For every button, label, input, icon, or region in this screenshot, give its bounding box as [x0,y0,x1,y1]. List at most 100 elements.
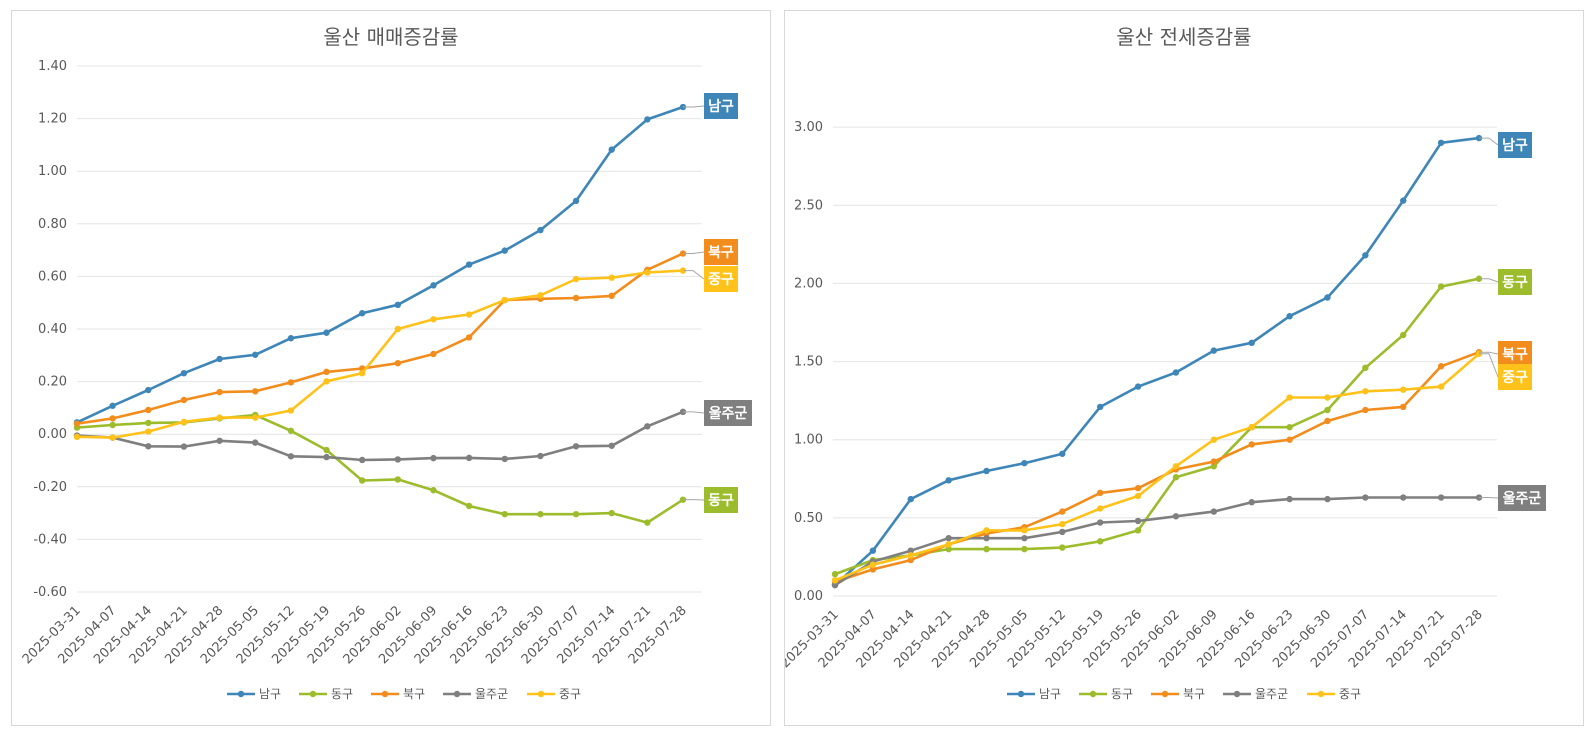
series-point-4 [1059,520,1066,528]
y-tick-label: -0.60 [33,585,67,600]
legend-label: 중구 [559,687,581,701]
series-point-3 [644,423,651,430]
series-point-4 [907,552,914,559]
series-point-0 [323,329,330,336]
y-tick-label: 3.00 [794,120,823,135]
series-point-1 [1437,283,1445,290]
series-point-3 [323,453,330,461]
chart-title: 울산 매매증감률 [323,25,458,49]
series-point-0 [572,197,580,205]
callout-leader [683,270,705,280]
callout-box [704,93,738,119]
series-point-0 [252,351,259,358]
series-point-0 [983,467,990,475]
legend-marker [1017,690,1025,698]
series-point-3 [252,439,259,446]
callout-leader [683,411,705,414]
series-point-2 [252,388,259,395]
series-point-3 [430,454,437,462]
callout-label: 동구 [708,493,734,509]
series-point-3 [537,452,544,460]
series-point-2 [869,566,877,573]
series-point-3 [1210,508,1218,515]
series-point-3 [907,547,914,554]
series-point-1 [501,510,508,518]
series-point-0 [358,310,366,317]
series-point-4 [216,414,223,421]
callout-box [1498,132,1532,158]
series-point-0 [1400,197,1407,204]
series-point-1 [394,476,402,483]
callout-leader [1479,278,1499,283]
series-point-0 [145,386,152,394]
series-point-3 [180,443,188,450]
series-point-4 [1134,492,1142,500]
sales-rate-chart-panel: 울산 매매증감률 -0.60 -0.40 -0.20 0.00 0.20 0.40 0.60 0… [11,10,771,726]
series-point-1 [430,487,437,494]
y-tick-label: 0.20 [38,375,67,390]
series-point-4 [287,407,295,414]
series-point-1 [644,519,651,526]
legend-label: 남구 [259,687,281,701]
series-point-1 [831,570,839,578]
legend-label: 북구 [403,687,425,701]
series-point-4 [1400,386,1407,393]
series-point-2 [1286,436,1293,443]
series-line-1 [834,277,1480,576]
series-point-1 [1324,406,1331,414]
series-point-2 [1096,489,1104,497]
series-point-3 [983,534,990,542]
series-point-0 [537,226,544,234]
callout-label: 북구 [708,245,734,261]
series-point-3 [608,442,615,449]
legend-marker [537,690,545,698]
series-point-3 [145,443,152,450]
series-point-2 [180,396,188,404]
series-point-1 [1362,364,1369,372]
legend-marker [1161,690,1169,698]
series-point-3 [1286,495,1293,503]
series-point-0 [216,355,223,363]
series-point-4 [537,292,544,299]
callout-label: 중구 [708,272,734,288]
series-point-0 [109,402,116,409]
series-point-2 [572,294,580,302]
series-point-1 [145,419,152,427]
series-point-4 [430,316,437,323]
series-point-3 [1096,519,1104,526]
series-point-1 [1096,538,1104,545]
series-point-1 [1134,527,1142,534]
series-point-3 [831,581,839,589]
series-point-2 [907,556,914,564]
series-point-0 [608,146,615,153]
series-point-1 [572,510,580,518]
legend-label: 중구 [1339,687,1361,701]
y-tick-label: 2.00 [794,276,823,291]
series-point-3 [572,443,580,450]
series-point-4 [1286,394,1293,401]
series-point-4 [644,269,651,276]
y-tick-label: 1.20 [38,112,67,127]
legend-label: 울주군 [475,687,508,701]
series-point-4 [145,428,152,435]
y-tick-label: 1.00 [794,433,823,448]
legend-marker [1233,690,1241,698]
series-point-4 [1362,388,1369,395]
series-point-4 [1248,424,1255,431]
series-point-1 [1021,545,1028,553]
callout-label: 남구 [1502,137,1528,154]
legend-marker [453,690,461,698]
series-point-2 [1248,441,1255,448]
legend-label: 동구 [1111,687,1133,701]
series-point-1 [983,545,990,553]
series-point-3 [945,534,952,542]
series-point-4 [1096,505,1104,512]
callout-leader [1479,353,1499,378]
series-line-2 [834,350,1480,584]
series-point-0 [430,282,437,289]
jeonse-rate-chart-panel: 울산 전세증감률 0.00 0.50 1.00 1.50 2.00 2.50 3.00 2025… [784,10,1584,726]
series-line-0 [834,136,1480,587]
series-point-0 [1437,139,1445,146]
y-tick-label: 0.00 [38,427,67,442]
callout-box [704,239,738,265]
